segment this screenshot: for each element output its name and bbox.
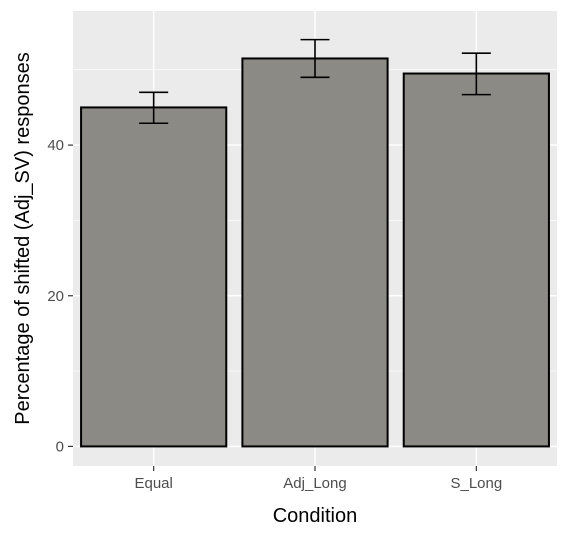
error-bar-adj-long (300, 38, 330, 79)
bar-equal (80, 106, 228, 448)
y-axis-title: Percentage of shifted (Adj_SV) responses (12, 52, 34, 424)
y-tick-label: 0 (56, 438, 64, 455)
bar-s-long (402, 72, 550, 448)
x-tick-label: Adj_Long (283, 475, 346, 492)
x-tick-label: Equal (134, 475, 172, 492)
error-bars (139, 38, 491, 125)
bar-adj-long (241, 57, 389, 448)
error-bar-equal (139, 91, 169, 125)
x-axis-title: Condition (273, 505, 358, 527)
x-axis: Equal Adj_Long S_Long (134, 466, 502, 492)
y-tick-label: 40 (47, 137, 64, 154)
error-bar-s-long (461, 52, 491, 96)
y-axis: 0 20 40 (47, 137, 73, 455)
bars (80, 57, 550, 448)
y-tick-label: 20 (47, 288, 64, 305)
x-tick-label: S_Long (450, 475, 502, 492)
